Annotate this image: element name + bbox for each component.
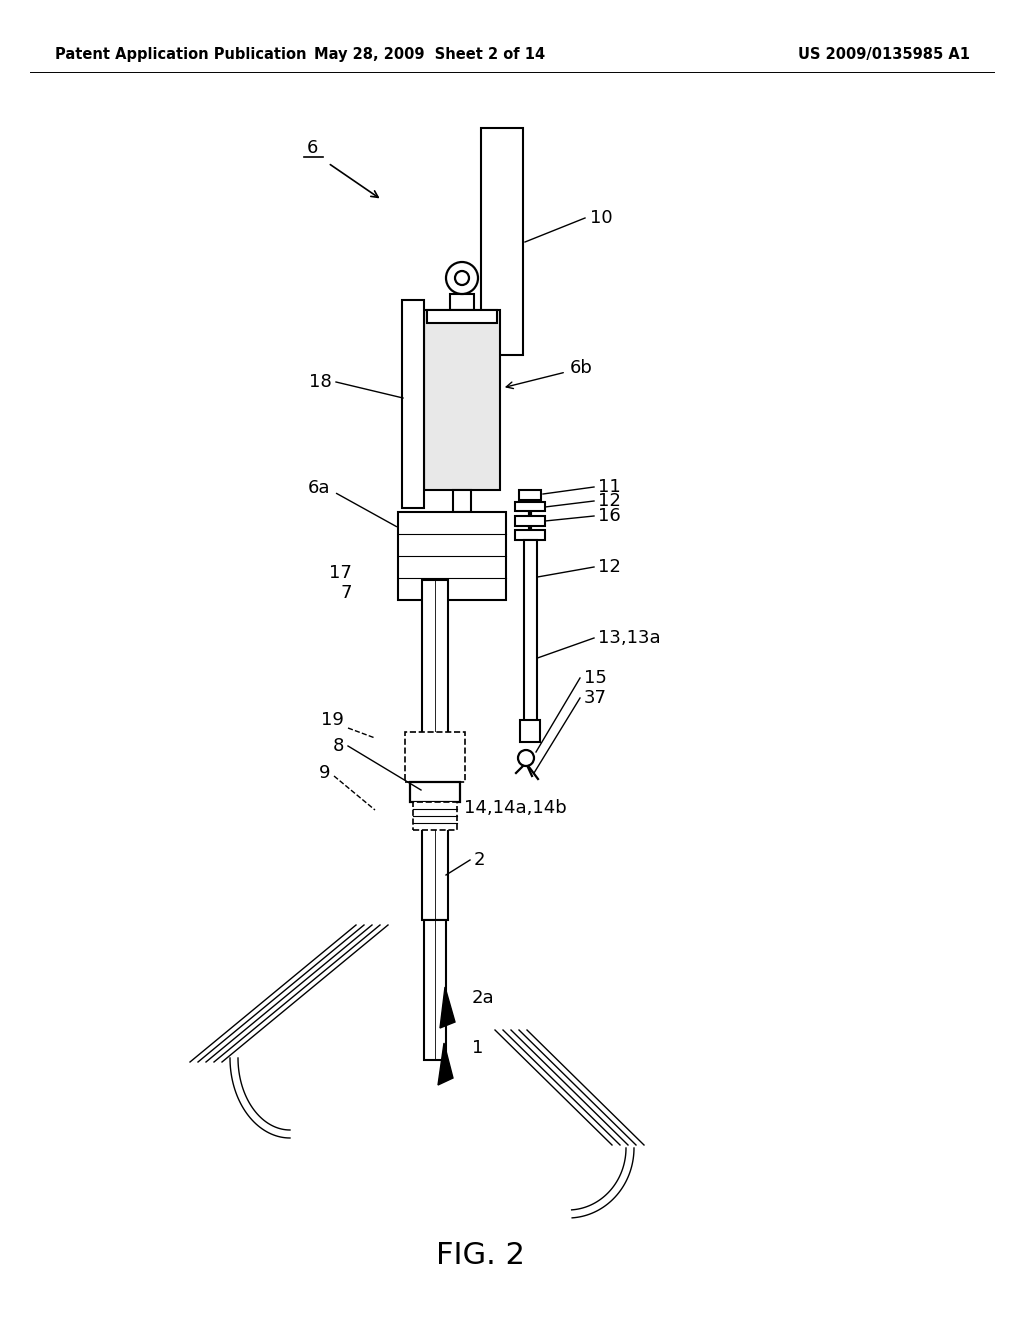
Bar: [523, 540, 537, 741]
Text: 6a: 6a: [307, 479, 330, 498]
Bar: [410, 781, 460, 803]
Bar: [413, 803, 457, 830]
Bar: [515, 516, 545, 525]
Text: 6: 6: [306, 139, 317, 157]
Text: FIG. 2: FIG. 2: [435, 1241, 524, 1270]
Text: 2a: 2a: [472, 989, 495, 1007]
Text: US 2009/0135985 A1: US 2009/0135985 A1: [798, 48, 970, 62]
Bar: [520, 719, 540, 742]
Text: 19: 19: [322, 711, 344, 729]
Bar: [402, 300, 424, 508]
Circle shape: [518, 750, 534, 766]
Text: 8: 8: [333, 737, 344, 755]
Bar: [427, 310, 497, 323]
Text: 18: 18: [309, 374, 332, 391]
Text: 12: 12: [598, 492, 621, 510]
Bar: [481, 128, 523, 355]
Bar: [450, 294, 474, 310]
Circle shape: [455, 271, 469, 285]
Text: 9: 9: [318, 764, 330, 781]
Text: 6b: 6b: [570, 359, 593, 378]
Text: 37: 37: [584, 689, 607, 708]
Text: 12: 12: [598, 558, 621, 576]
Text: 17: 17: [329, 564, 352, 582]
Text: 14,14a,14b: 14,14a,14b: [464, 799, 566, 817]
Text: May 28, 2009  Sheet 2 of 14: May 28, 2009 Sheet 2 of 14: [314, 48, 546, 62]
Text: 11: 11: [598, 478, 621, 496]
Text: 13,13a: 13,13a: [598, 630, 660, 647]
Bar: [424, 310, 500, 490]
Bar: [406, 733, 465, 781]
Text: 15: 15: [584, 669, 607, 686]
Bar: [398, 512, 506, 601]
Polygon shape: [440, 987, 455, 1028]
Bar: [424, 920, 446, 1060]
Text: Patent Application Publication: Patent Application Publication: [55, 48, 306, 62]
Bar: [515, 502, 545, 511]
Bar: [422, 579, 449, 920]
Bar: [519, 490, 541, 500]
Text: 1: 1: [472, 1039, 483, 1057]
Bar: [453, 490, 471, 512]
Bar: [515, 531, 545, 540]
Text: 10: 10: [590, 209, 612, 227]
Text: 7: 7: [341, 583, 352, 602]
Polygon shape: [438, 1043, 453, 1085]
Circle shape: [446, 261, 478, 294]
Text: 2: 2: [474, 851, 485, 869]
Text: 16: 16: [598, 507, 621, 525]
